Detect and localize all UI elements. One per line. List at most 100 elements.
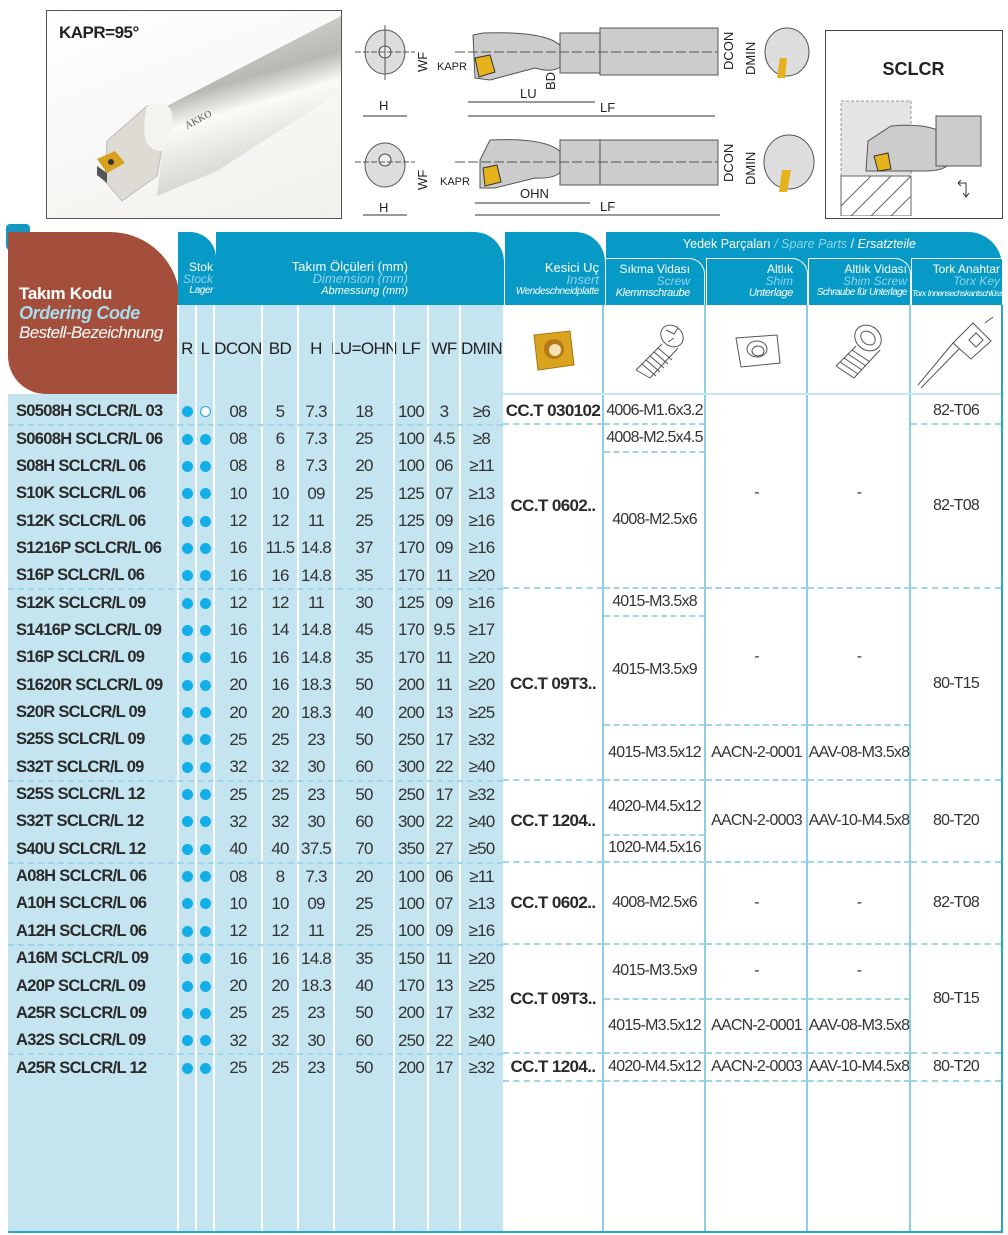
shim-screw-cell: AAV-10-M4.5x8 (808, 1054, 910, 1082)
ordering-code-cell: S25S SCLCR/L 09 (16, 730, 145, 749)
bd-cell: 10 (271, 483, 289, 503)
ordering-code-cell: S12K SCLCR/L 06 (16, 511, 146, 530)
dmin-cell: ≥17 (468, 620, 496, 640)
table-bottom-border (8, 1231, 1003, 1233)
ordering-code-cell: S0608H SCLCR/L 06 (16, 429, 163, 448)
h-cell: 14.8 (301, 565, 332, 585)
stock-dot-icon (181, 761, 193, 773)
shim-screw-icon (835, 324, 882, 379)
stock-l-indicator (196, 754, 214, 781)
sclcr-application-icon (840, 100, 982, 216)
wf-cell: 17 (435, 784, 453, 804)
stock-dot-icon (181, 925, 193, 937)
lf-cell: 200 (398, 1003, 425, 1023)
dcon-cell: 16 (229, 647, 247, 667)
lf-cell: 170 (398, 976, 425, 996)
insert-cell: CC.T 030102 (503, 398, 603, 426)
bd-cell: 16 (271, 647, 289, 667)
dmin-cell: ≥25 (468, 976, 496, 996)
stock-l-indicator (196, 672, 214, 699)
lf-cell: 100 (398, 921, 425, 941)
stock-r-indicator (178, 562, 196, 589)
stock-dot-icon (199, 433, 211, 445)
stock-l-indicator (196, 507, 214, 534)
screw-cell: 4015-M3.5x9 (604, 945, 705, 1000)
lf-label-2: LF (600, 199, 615, 214)
side-view-top: WF KAPR BD DCON LU LF (415, 27, 736, 117)
stock-en: Stock (182, 272, 213, 286)
stock-l-indicator (196, 453, 214, 480)
bd-cell: 12 (271, 593, 289, 613)
h-cell: 7.3 (305, 456, 327, 476)
lu-cell: 60 (355, 811, 373, 831)
stock-dot-icon (181, 843, 193, 855)
h-cell: 09 (307, 483, 325, 503)
shim-cell: - (706, 945, 807, 1000)
key-cell: 82-T08 (911, 425, 1001, 590)
stock-dot-icon (181, 597, 193, 609)
wf-cell: 11 (435, 675, 453, 695)
spare-sep-2: / (850, 237, 855, 251)
bd-cell: 20 (271, 976, 289, 996)
column-divider (195, 305, 197, 1232)
dcon-cell: 40 (229, 839, 247, 859)
spare-de: Ersatzteile (857, 237, 916, 251)
dmin-cell: ≥32 (468, 1003, 496, 1023)
lu-cell: 25 (355, 893, 373, 913)
lu-cell: 25 (355, 511, 373, 531)
dmin-cell: ≥32 (468, 784, 496, 804)
column-header-wf: WF (431, 339, 457, 358)
dcon-cell: 25 (229, 784, 247, 804)
stock-tr: Stok (188, 260, 213, 274)
dmin-cell: ≥40 (468, 757, 496, 777)
lf-cell: 300 (398, 811, 425, 831)
stock-r-indicator (178, 781, 196, 808)
stock-r-indicator (178, 644, 196, 671)
stock-dot-icon (199, 542, 211, 554)
insert-header: Kesici Uç Insert Wendeschneidplatte (505, 232, 605, 305)
group-separator (8, 424, 503, 427)
wf-cell: 17 (435, 1058, 453, 1078)
stock-dot-icon (199, 734, 211, 746)
column-divider (333, 305, 335, 1232)
stock-de: Lager (189, 285, 213, 296)
column-header-lf: LF (401, 339, 421, 358)
lu-cell: 35 (355, 647, 373, 667)
h-cell: 7.3 (305, 866, 327, 886)
stock-l-indicator (196, 589, 214, 616)
bd-cell: 40 (271, 839, 289, 859)
stock-dot-icon (181, 433, 193, 445)
key-cell: 82-T06 (911, 398, 1001, 426)
lf-cell: 170 (398, 565, 425, 585)
dcon-cell: 12 (229, 511, 247, 531)
screw-de: Klemmschraube (615, 287, 691, 299)
lf-cell: 250 (398, 729, 425, 749)
stock-l-indicator (196, 863, 214, 890)
stock-l-indicator (196, 918, 214, 945)
ordering-code-cell: S40U SCLCR/L 12 (16, 839, 146, 858)
stock-dot-icon (181, 953, 193, 965)
ordering-code-cell: S16P SCLCR/L 06 (16, 566, 145, 585)
column-header-l: L (200, 339, 210, 358)
dmin-label-2: DMIN (743, 152, 758, 185)
group-separator (8, 944, 503, 946)
screw-cell: 1020-M4.5x16 (604, 836, 705, 863)
wf-label-2: WF (415, 170, 430, 190)
stock-l-indicator (196, 425, 214, 452)
left-table-body (8, 394, 503, 1232)
bd-cell: 14 (271, 620, 289, 640)
column-header-bd: BD (268, 339, 292, 358)
kapr-label: KAPR=95° (59, 23, 139, 42)
shim-icon (735, 334, 781, 368)
column-divider (261, 305, 263, 1232)
stock-dot-icon (199, 460, 211, 472)
stock-r-indicator (178, 535, 196, 562)
stock-r-indicator (178, 425, 196, 452)
wf-cell: 06 (435, 866, 453, 886)
dcon-cell: 16 (229, 565, 247, 585)
spare-sep-1: / (774, 237, 778, 251)
stock-l-indicator (196, 808, 214, 835)
technical-drawing: H H WF KAPR BD DCON LU LF WF KAPR DCON O… (355, 25, 815, 216)
stock-dot-icon (199, 406, 211, 418)
wf-cell: 09 (435, 593, 453, 613)
